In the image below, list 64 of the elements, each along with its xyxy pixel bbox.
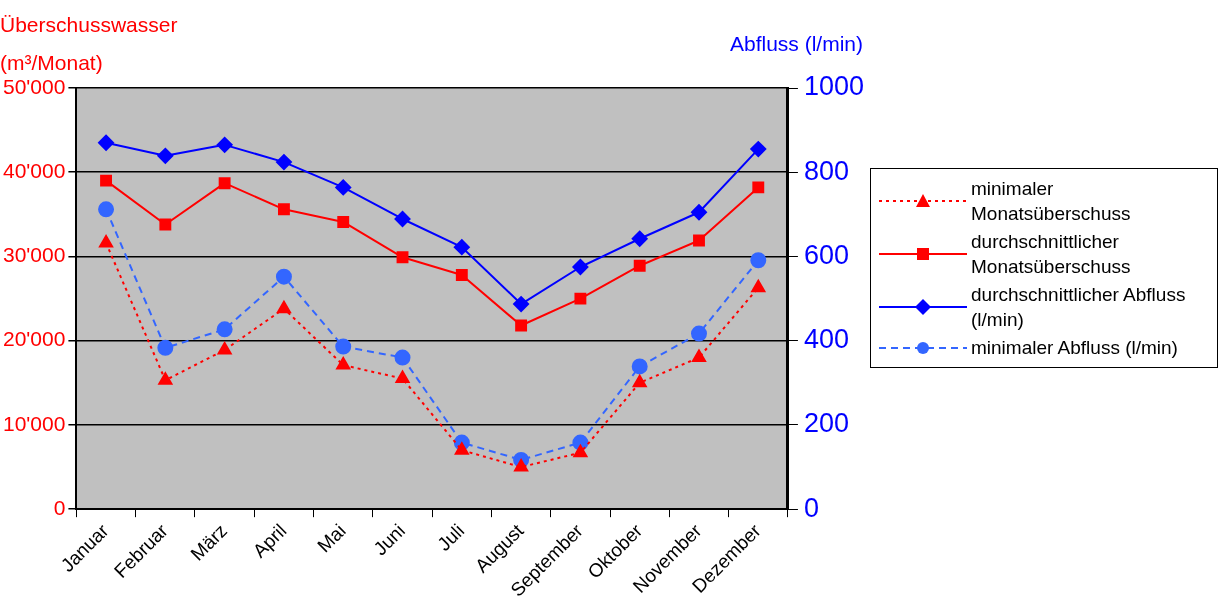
- point: [158, 372, 173, 385]
- point: [335, 338, 352, 355]
- point: [157, 147, 174, 164]
- point: [275, 268, 292, 285]
- point: [573, 444, 588, 458]
- point: [337, 215, 350, 228]
- y2-tick-label: 1000: [803, 71, 865, 102]
- y-tick-label: 0: [53, 495, 66, 519]
- point: [336, 357, 351, 370]
- y2-tick-label: 0: [803, 492, 819, 523]
- point: [98, 234, 114, 248]
- x-tick-label: Juli: [433, 519, 469, 555]
- point: [454, 442, 469, 455]
- y-tick-label: 20'000: [3, 327, 66, 351]
- point: [513, 296, 530, 313]
- point: [633, 259, 646, 272]
- point: [751, 279, 766, 293]
- y2-tick-label: 400: [803, 324, 849, 355]
- y-tick-label: 40'000: [3, 159, 66, 183]
- point: [691, 349, 707, 363]
- point: [335, 179, 352, 196]
- point: [100, 174, 112, 187]
- point: [693, 234, 705, 247]
- point: [216, 136, 233, 153]
- point: [157, 339, 174, 356]
- point: [218, 177, 231, 190]
- y2-tick-label: 800: [803, 155, 849, 186]
- point: [394, 210, 411, 227]
- point: [276, 300, 291, 314]
- y-tick-label: 50'000: [3, 74, 66, 98]
- y-axis-title: Überschusswasser (m³/Monat): [0, 13, 178, 74]
- y2-tick-label: 600: [803, 239, 849, 270]
- point: [574, 292, 587, 305]
- point: [396, 251, 409, 264]
- point: [277, 203, 290, 216]
- point: [98, 201, 115, 218]
- point: [750, 141, 767, 158]
- point: [217, 341, 232, 355]
- point: [453, 239, 470, 256]
- point: [631, 358, 648, 375]
- legend-label: durchschnittlicher Abfluss (l/min): [971, 283, 1187, 332]
- y2-axis-title: Abfluss (l/min): [730, 32, 864, 56]
- x-tick-label: Mai: [313, 519, 350, 557]
- y-tick-label: 10'000: [3, 411, 66, 435]
- point: [515, 319, 528, 332]
- y-tick-label: 30'000: [3, 243, 66, 267]
- point: [98, 134, 115, 151]
- legend-label: minimaler Abfluss (l/min): [971, 336, 1179, 360]
- point: [216, 321, 233, 338]
- point: [455, 269, 468, 281]
- point: [690, 325, 707, 342]
- point: [631, 230, 648, 247]
- point: [750, 252, 767, 269]
- point: [275, 154, 292, 171]
- point: [572, 258, 589, 275]
- point: [632, 374, 647, 388]
- point: [514, 459, 529, 472]
- y2-tick-label: 200: [803, 408, 849, 439]
- point: [690, 204, 707, 221]
- point: [394, 349, 411, 366]
- x-tick-label: Juni: [369, 519, 410, 560]
- point: [159, 218, 172, 231]
- point: [395, 370, 410, 384]
- point: [752, 181, 765, 194]
